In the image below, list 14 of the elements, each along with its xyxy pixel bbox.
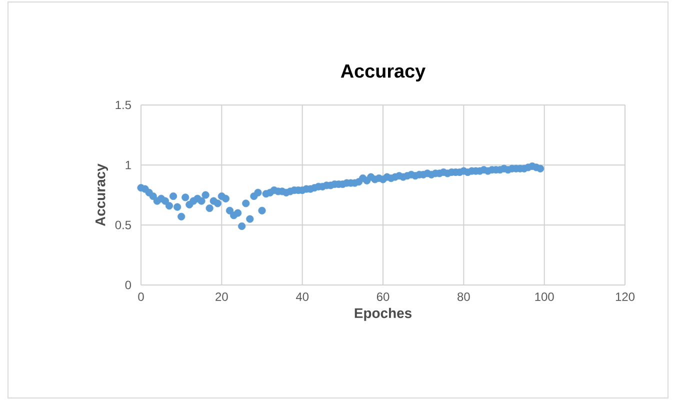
y-tick-label: 0.5 <box>115 220 131 230</box>
x-tick-label: 100 <box>535 292 554 301</box>
y-tick-label: 1.5 <box>116 100 131 110</box>
y-tick-label: 1 <box>126 160 131 170</box>
y-axis-title: Accuracy <box>96 164 108 226</box>
x-tick-label: 40 <box>296 292 309 301</box>
y-tick-label: 0 <box>125 280 132 290</box>
chart-title: Accuracy <box>340 64 426 82</box>
x-tick-label: 60 <box>376 292 390 301</box>
x-tick-label: 0 <box>138 292 144 301</box>
x-tick-label: 120 <box>616 292 635 301</box>
x-tick-label: 80 <box>458 292 470 301</box>
x-axis-title: Epoches <box>354 308 412 321</box>
x-tick-label: 20 <box>216 292 228 301</box>
